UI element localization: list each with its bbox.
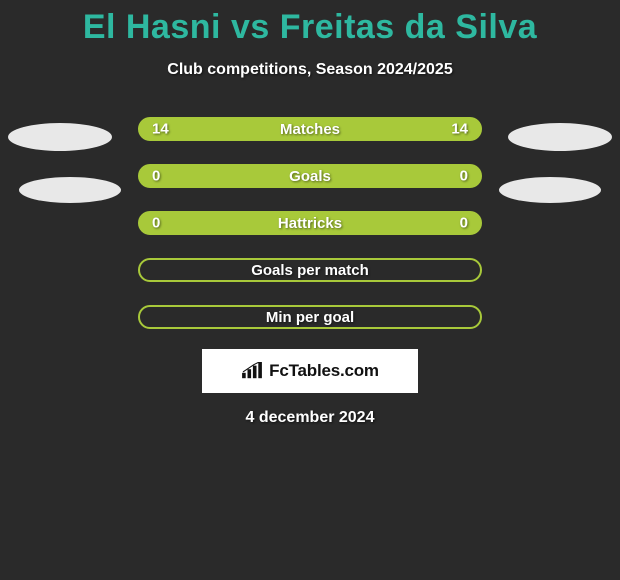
date-text: 4 december 2024 [0, 409, 620, 427]
stat-bar: Min per goal [138, 305, 482, 329]
branding-text: FcTables.com [269, 361, 379, 381]
stat-label: Goals [289, 168, 331, 185]
stat-bar: 0 Goals 0 [138, 164, 482, 188]
stat-value-left: 14 [152, 121, 169, 138]
stat-bar: 14 Matches 14 [138, 117, 482, 141]
subtitle: Club competitions, Season 2024/2025 [0, 61, 620, 79]
stat-row-matches: 14 Matches 14 [0, 117, 620, 141]
branding-badge: FcTables.com [202, 349, 418, 393]
stat-label: Hattricks [278, 215, 342, 232]
player2-name: Freitas da Silva [280, 8, 537, 46]
vs-separator: vs [231, 8, 270, 46]
page-title: El Hasni vs Freitas da Silva [0, 0, 620, 47]
stat-value-right: 0 [460, 215, 468, 232]
stat-bar: Goals per match [138, 258, 482, 282]
stat-label: Goals per match [251, 262, 369, 279]
stat-row-goals: 0 Goals 0 [0, 164, 620, 188]
stat-value-right: 0 [460, 168, 468, 185]
stat-value-right: 14 [451, 121, 468, 138]
stat-value-left: 0 [152, 215, 160, 232]
stat-label: Min per goal [266, 309, 354, 326]
bars-icon [241, 362, 263, 380]
stat-row-goals-per-match: Goals per match [0, 258, 620, 282]
stat-bar: 0 Hattricks 0 [138, 211, 482, 235]
comparison-card: El Hasni vs Freitas da Silva Club compet… [0, 0, 620, 580]
stat-value-left: 0 [152, 168, 160, 185]
player1-name: El Hasni [83, 8, 221, 46]
stat-row-hattricks: 0 Hattricks 0 [0, 211, 620, 235]
stats-list: 14 Matches 14 0 Goals 0 0 Hattricks 0 Go… [0, 117, 620, 329]
stat-row-min-per-goal: Min per goal [0, 305, 620, 329]
stat-label: Matches [280, 121, 340, 138]
